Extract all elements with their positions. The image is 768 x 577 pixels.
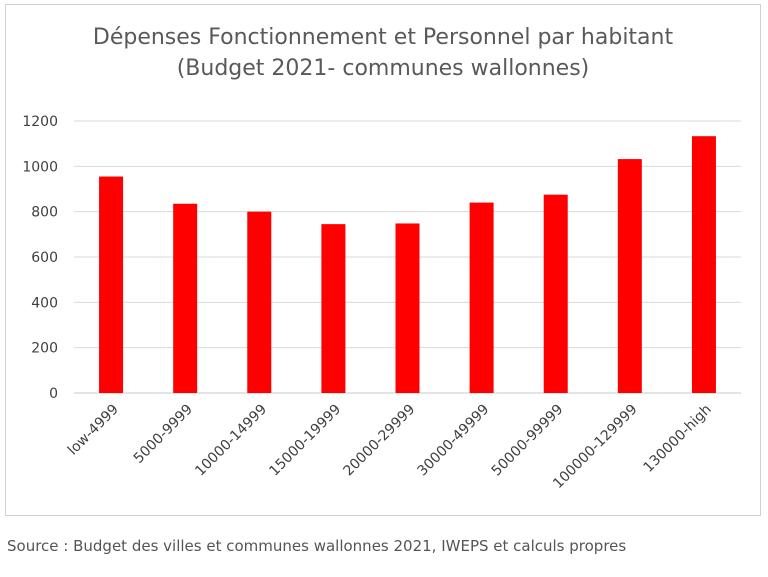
chart-subtitle: (Budget 2021- communes wallonnes) xyxy=(176,56,590,81)
y-tick-label: 200 xyxy=(31,341,58,357)
x-tick-label: low-4999 xyxy=(65,402,122,459)
y-axis-ticks: 0 200 400 600 800 1000 1200 xyxy=(22,114,58,402)
chart-title-block: Dépenses Fonctionnement et Personnel par… xyxy=(5,22,761,84)
bar-low-4999 xyxy=(99,176,124,393)
y-tick-label: 1200 xyxy=(22,114,58,130)
bar-100000-129999 xyxy=(617,159,642,393)
bar-130000-high xyxy=(691,136,716,394)
bar-20000-29999 xyxy=(395,223,420,393)
bar-50000-99999 xyxy=(543,194,568,393)
y-tick-label: 600 xyxy=(31,250,58,266)
x-axis-ticks: low-4999 5000-999910000-1499915000-199992… xyxy=(65,402,715,492)
bar-30000-49999 xyxy=(469,202,494,393)
bar-5000-9999 xyxy=(173,203,198,393)
x-tick-label: 20000-29999 xyxy=(340,402,418,480)
x-tick-label: 15000-19999 xyxy=(266,402,344,480)
y-tick-label: 1000 xyxy=(22,159,58,175)
bars xyxy=(99,136,716,394)
source-note: Source : Budget des villes et communes w… xyxy=(7,537,627,555)
x-tick-label: 130000-high xyxy=(641,402,715,476)
bar-15000-19999 xyxy=(321,224,346,393)
x-tick-label: 5000-9999 xyxy=(131,402,196,467)
x-tick-label: 50000-99999 xyxy=(489,402,567,480)
y-tick-label: 800 xyxy=(31,205,58,221)
y-tick-label: 0 xyxy=(49,386,58,402)
chart-title: Dépenses Fonctionnement et Personnel par… xyxy=(92,25,674,50)
y-tick-label: 400 xyxy=(31,295,58,311)
x-tick-label: 10000-14999 xyxy=(192,402,270,480)
x-tick-label: 30000-49999 xyxy=(415,402,493,480)
bar-10000-14999 xyxy=(247,211,272,393)
